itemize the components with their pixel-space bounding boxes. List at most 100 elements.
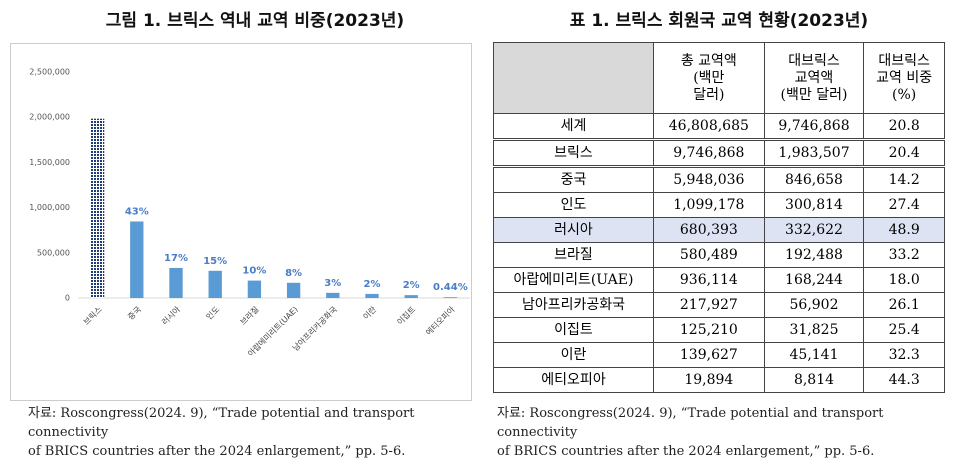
bar	[443, 297, 458, 298]
header-cell: 대브릭스 교역액 (백만 달러)	[763, 42, 865, 114]
table-cell: 인도	[493, 192, 654, 218]
table-row: 이란 139,627 45,141 32.3	[493, 342, 945, 368]
header-row: 총 교역액 (백만 달러) 대브릭스 교역액 (백만 달러) 대브릭스 교역 비중 …	[493, 42, 945, 114]
table-cell: 18.0	[863, 267, 945, 293]
bar	[326, 292, 340, 298]
table-cell: 1,983,507	[763, 139, 865, 168]
table-cell: 44.3	[863, 367, 945, 393]
table-cell: 19,894	[653, 367, 765, 393]
table-row: 에티오피아 19,894 8,814 44.3	[493, 367, 945, 393]
table-cell: 9,746,868	[653, 139, 765, 168]
data-table: 총 교역액 (백만 달러) 대브릭스 교역액 (백만 달러) 대브릭스 교역 비중 …	[493, 42, 945, 393]
table-title: 표 1. 브릭스 회원국 교역 현황(2023년)	[569, 11, 869, 31]
table-row: 이집트 125,210 31,825 25.4	[493, 317, 945, 343]
table-cell: 20.8	[863, 113, 945, 141]
table-cell: 32.3	[863, 342, 945, 368]
table-cell: 33.2	[863, 242, 945, 268]
x-tick-label: 브릭스	[81, 304, 104, 327]
header-cell: 총 교역액 (백만 달러)	[653, 42, 765, 114]
y-tick-label: 0	[65, 294, 70, 303]
x-tick-label: 에티오피아	[423, 304, 457, 338]
bar	[208, 270, 222, 298]
table-cell: 8,814	[763, 367, 865, 393]
share-label: 2%	[364, 279, 381, 290]
share-label: 10%	[242, 266, 266, 277]
table-cell: 139,627	[653, 342, 765, 368]
table-row: 인도 1,099,178 300,814 27.4	[493, 192, 945, 218]
chart-frame	[10, 43, 472, 401]
bar	[90, 118, 105, 298]
table-cell: 이집트	[493, 317, 654, 343]
table-cell: 9,746,868	[763, 113, 865, 141]
share-label: 17%	[164, 253, 188, 264]
bar	[130, 221, 144, 298]
table-cell: 125,210	[653, 317, 765, 343]
bar	[286, 282, 301, 298]
table-cell: 20.4	[863, 139, 945, 168]
chart-source: 자료: Roscongress(2024. 9), “Trade potenti…	[28, 406, 415, 459]
header-cell	[493, 42, 654, 114]
table-cell: 러시아	[493, 217, 654, 243]
share-label: 0.44%	[433, 282, 468, 293]
table-cell: 846,658	[763, 166, 865, 193]
share-label: 15%	[203, 256, 227, 267]
y-tick-label: 1,500,000	[29, 158, 70, 167]
share-label: 2%	[403, 280, 420, 291]
table-source: 자료: Roscongress(2024. 9), “Trade potenti…	[497, 406, 884, 459]
share-label: 3%	[324, 278, 341, 289]
table-cell: 26.1	[863, 292, 945, 318]
y-tick-label: 1,000,000	[29, 203, 70, 212]
share-label: 8%	[285, 268, 302, 279]
table-cell: 5,948,036	[653, 166, 765, 193]
table-cell: 56,902	[763, 292, 865, 318]
table-cell: 세계	[493, 113, 654, 141]
chart-title: 그림 1. 브릭스 역내 교역 비중(2023년)	[105, 11, 405, 31]
bar	[365, 293, 379, 298]
table-row: 세계 46,808,685 9,746,868 20.8	[493, 113, 945, 141]
table-cell: 332,622	[763, 217, 865, 243]
x-tick-label: 러시아	[159, 304, 182, 327]
table-cell: 680,393	[653, 217, 765, 243]
table-cell: 192,488	[763, 242, 865, 268]
table-cell: 브라질	[493, 242, 654, 268]
table-cell: 중국	[493, 166, 654, 193]
x-tick-label: 브라질	[239, 305, 261, 327]
table-cell: 48.9	[863, 217, 945, 243]
table-cell: 25.4	[863, 317, 945, 343]
bar	[404, 295, 418, 298]
table-cell: 31,825	[763, 317, 865, 343]
table-row: 브릭스 9,746,868 1,983,507 20.4	[493, 139, 945, 168]
y-tick-label: 2,000,000	[29, 113, 70, 122]
table-row: 아랍에미리트(UAE) 936,114 168,244 18.0	[493, 267, 945, 293]
table-cell: 1,099,178	[653, 192, 765, 218]
share-label: 43%	[125, 206, 149, 217]
table-row: 러시아 680,393 332,622 48.9	[493, 217, 945, 243]
table-cell: 936,114	[653, 267, 765, 293]
table-cell: 300,814	[763, 192, 865, 218]
x-tick-label: 인도	[204, 304, 221, 321]
table-cell: 168,244	[763, 267, 865, 293]
chart: 0 500,000 1,000,000 1,500,000 2,000,000 2,500…	[10, 43, 472, 401]
table-row: 중국 5,948,036 846,658 14.2	[493, 166, 945, 193]
x-tick-label: 이집트	[395, 304, 418, 327]
header-cell: 대브릭스 교역 비중 (%)	[863, 42, 945, 114]
table-cell: 아랍에미리트(UAE)	[493, 267, 654, 293]
table-cell: 남아프리카공화국	[493, 292, 654, 318]
bar	[247, 280, 262, 298]
table-cell: 이란	[493, 342, 654, 368]
table-cell: 27.4	[863, 192, 945, 218]
bar	[169, 267, 183, 298]
table-row: 브라질 580,489 192,488 33.2	[493, 242, 945, 268]
table-cell: 45,141	[763, 342, 865, 368]
table-cell: 브릭스	[493, 139, 654, 168]
table-cell: 14.2	[863, 166, 945, 193]
y-tick-label: 500,000	[37, 248, 70, 257]
x-tick-label: 중국	[126, 305, 143, 322]
x-tick-label: 이란	[361, 304, 379, 322]
table-row: 남아프리카공화국 217,927 56,902 26.1	[493, 292, 945, 318]
table-cell: 217,927	[653, 292, 765, 318]
table-cell: 580,489	[653, 242, 765, 268]
y-tick-label: 2,500,000	[29, 68, 70, 77]
table-cell: 46,808,685	[653, 113, 765, 141]
